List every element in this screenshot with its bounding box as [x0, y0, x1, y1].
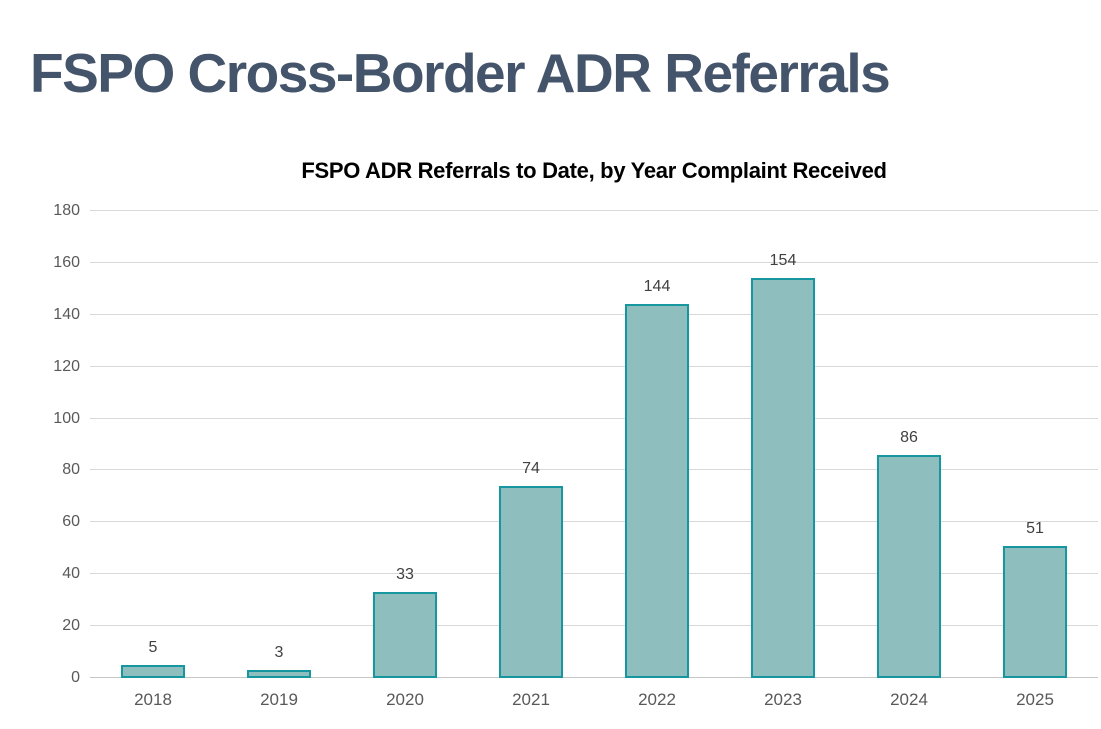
gridline — [90, 469, 1098, 471]
y-tick-label: 20 — [62, 617, 80, 635]
page-title: FSPO Cross-Border ADR Referrals — [30, 42, 891, 104]
x-axis: 2018 2019 2020 2021 2022 2023 2024 2025 — [90, 690, 1098, 710]
bar-series: 5 3 33 74 144 154 86 51 — [90, 211, 1098, 678]
chart-title: FSPO ADR Referrals to Date, by Year Comp… — [301, 158, 887, 183]
x-tick-label: 2023 — [764, 690, 802, 709]
bar-value-label: 33 — [396, 566, 414, 584]
x-tick-label: 2019 — [260, 690, 298, 709]
plot-area: 5 3 33 74 144 154 86 51 — [90, 210, 1098, 678]
y-tick-label: 120 — [53, 357, 80, 375]
bar-value-label: 74 — [522, 460, 540, 478]
bar-2019 — [247, 670, 311, 678]
x-tick-label: 2020 — [386, 690, 424, 709]
bar-cell-2024: 86 — [846, 211, 972, 678]
x-tick-label: 2021 — [512, 690, 550, 709]
x-axis-line — [90, 677, 1098, 678]
bar-value-label: 51 — [1026, 519, 1044, 537]
y-tick-label: 160 — [53, 253, 80, 271]
bar-cell-2022: 144 — [594, 211, 720, 678]
bar-value-label: 86 — [900, 428, 918, 446]
bar-value-label: 5 — [148, 639, 158, 657]
gridline — [90, 417, 1098, 419]
gridline — [90, 521, 1098, 523]
y-tick-label: 100 — [53, 409, 80, 427]
y-tick-label: 0 — [71, 669, 80, 686]
y-tick-label: 40 — [62, 565, 80, 583]
y-tick-label: 80 — [62, 461, 80, 479]
bar-value-label: 3 — [274, 644, 284, 662]
y-tick-label: 60 — [62, 513, 80, 531]
bar-cell-2023: 154 — [720, 211, 846, 678]
gridline — [90, 210, 1098, 211]
gridline — [90, 625, 1098, 627]
bar-2018 — [121, 665, 185, 678]
x-tick-label: 2018 — [134, 690, 172, 709]
gridline — [90, 261, 1098, 263]
x-tick-label: 2024 — [890, 690, 928, 709]
bar-cell-2025: 51 — [972, 211, 1098, 678]
y-tick-label: 140 — [53, 305, 80, 323]
bar-cell-2018: 5 — [90, 211, 216, 678]
gridline — [90, 365, 1098, 367]
y-axis: 0 20 40 60 80 100 120 140 160 180 — [28, 203, 80, 686]
bar-2022 — [625, 304, 689, 678]
gridline — [90, 573, 1098, 575]
gridline — [90, 313, 1098, 315]
bar-2025 — [1003, 545, 1067, 678]
bar-cell-2021: 74 — [468, 211, 594, 678]
bar-2020 — [373, 592, 437, 678]
x-tick-label: 2022 — [638, 690, 676, 709]
bar-2023 — [751, 278, 815, 678]
bar-2024 — [877, 454, 941, 678]
y-tick-label: 180 — [53, 202, 80, 219]
bar-value-label: 154 — [769, 252, 797, 270]
bar-value-label: 144 — [643, 278, 671, 296]
bar-2021 — [499, 486, 563, 678]
bar-cell-2019: 3 — [216, 211, 342, 678]
bar-cell-2020: 33 — [342, 211, 468, 678]
x-tick-label: 2025 — [1016, 690, 1054, 709]
